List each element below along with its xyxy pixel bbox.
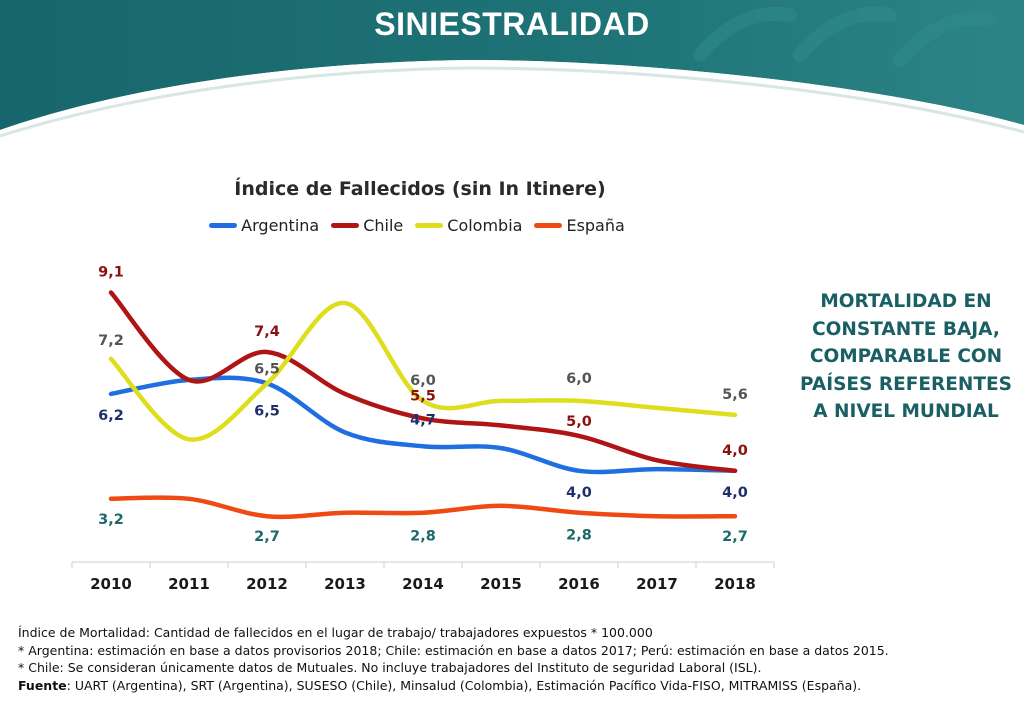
data-label-chile-2018: 4,0 xyxy=(722,443,748,459)
data-label-chile-2016: 5,0 xyxy=(566,414,592,430)
footnote-source: Fuente: UART (Argentina), SRT (Argentina… xyxy=(18,677,1018,695)
footnote-definition: Índice de Mortalidad: Cantidad de fallec… xyxy=(18,625,653,640)
data-label-argentina-2018: 4,0 xyxy=(722,485,748,501)
data-label-colombia-2010: 7,2 xyxy=(98,333,124,349)
legend-item-chile: Chile xyxy=(331,216,403,235)
legend-label-chile: Chile xyxy=(363,216,404,235)
legend-item-colombia: Colombia xyxy=(415,216,522,235)
footnote-estimation: * Argentina: estimación en base a datos … xyxy=(18,642,889,658)
x-tick-label-2015: 2015 xyxy=(480,575,522,593)
series-line-espana xyxy=(108,495,738,520)
x-tick-label-2013: 2013 xyxy=(324,575,366,593)
data-label-espana-2016: 2,8 xyxy=(566,528,592,544)
data-label-argentina-2010: 6,2 xyxy=(98,408,124,424)
data-label-colombia-2016: 6,0 xyxy=(566,371,592,387)
chart-title: Índice de Fallecidos (sin In Itinere) xyxy=(234,178,606,200)
page-title: SINIESTRALIDAD xyxy=(374,6,650,42)
legend-label-espana: España xyxy=(566,216,625,235)
legend-item-espana: España xyxy=(534,216,625,235)
line-chart: 2010 2011 2012 2013 2014 2015 2016 2017 2018 6,2 6… xyxy=(71,265,775,593)
legend-swatch-colombia xyxy=(415,223,444,228)
data-label-argentina-2016: 4,0 xyxy=(566,485,592,501)
chart-legend: Argentina Chile Colombia España xyxy=(0,216,834,235)
data-label-colombia-2014: 6,0 xyxy=(410,373,436,389)
x-tick-label-2012: 2012 xyxy=(246,575,288,593)
data-label-chile-2012: 7,4 xyxy=(254,324,280,340)
data-label-colombia-2018: 5,6 xyxy=(722,387,748,403)
data-label-espana-2010: 3,2 xyxy=(98,512,124,528)
side-note: MORTALIDAD EN CONSTANTE BAJA, COMPARABLE… xyxy=(800,291,1012,422)
legend-swatch-espana xyxy=(534,223,563,228)
source-label: Fuente xyxy=(18,677,67,693)
data-label-colombia-2012: 6,5 xyxy=(254,361,280,377)
legend-label-colombia: Colombia xyxy=(447,216,523,235)
legend-item-argentina: Argentina xyxy=(209,216,319,235)
footnotes: Índice de Mortalidad: Cantidad de fallec… xyxy=(18,624,1018,694)
x-tick-label-2014: 2014 xyxy=(402,575,444,593)
data-label-chile-2010: 9,1 xyxy=(98,265,124,281)
x-tick-label-2011: 2011 xyxy=(168,575,210,593)
x-tick-label-2010: 2010 xyxy=(90,575,132,593)
x-tick-label-2017: 2017 xyxy=(636,575,678,593)
legend-swatch-chile xyxy=(331,223,360,228)
data-label-chile-2014: 5,5 xyxy=(410,388,436,404)
data-label-argentina-2012: 6,5 xyxy=(254,403,280,419)
legend-label-argentina: Argentina xyxy=(241,216,320,235)
series-line-chile xyxy=(108,290,738,474)
header-banner xyxy=(0,0,1024,150)
series-line-colombia xyxy=(108,300,738,442)
data-label-espana-2018: 2,7 xyxy=(722,529,748,545)
data-label-argentina-2014: 4,7 xyxy=(410,412,436,428)
source-text: : UART (Argentina), SRT (Argentina), SUS… xyxy=(66,677,862,693)
data-label-espana-2014: 2,8 xyxy=(410,529,436,545)
data-label-espana-2012: 2,7 xyxy=(254,529,280,545)
legend-swatch-argentina xyxy=(209,223,238,228)
x-tick-label-2018: 2018 xyxy=(714,575,756,593)
footnote-chile: * Chile: Se consideran únicamente datos … xyxy=(18,660,762,675)
x-tick-label-2016: 2016 xyxy=(558,575,600,593)
